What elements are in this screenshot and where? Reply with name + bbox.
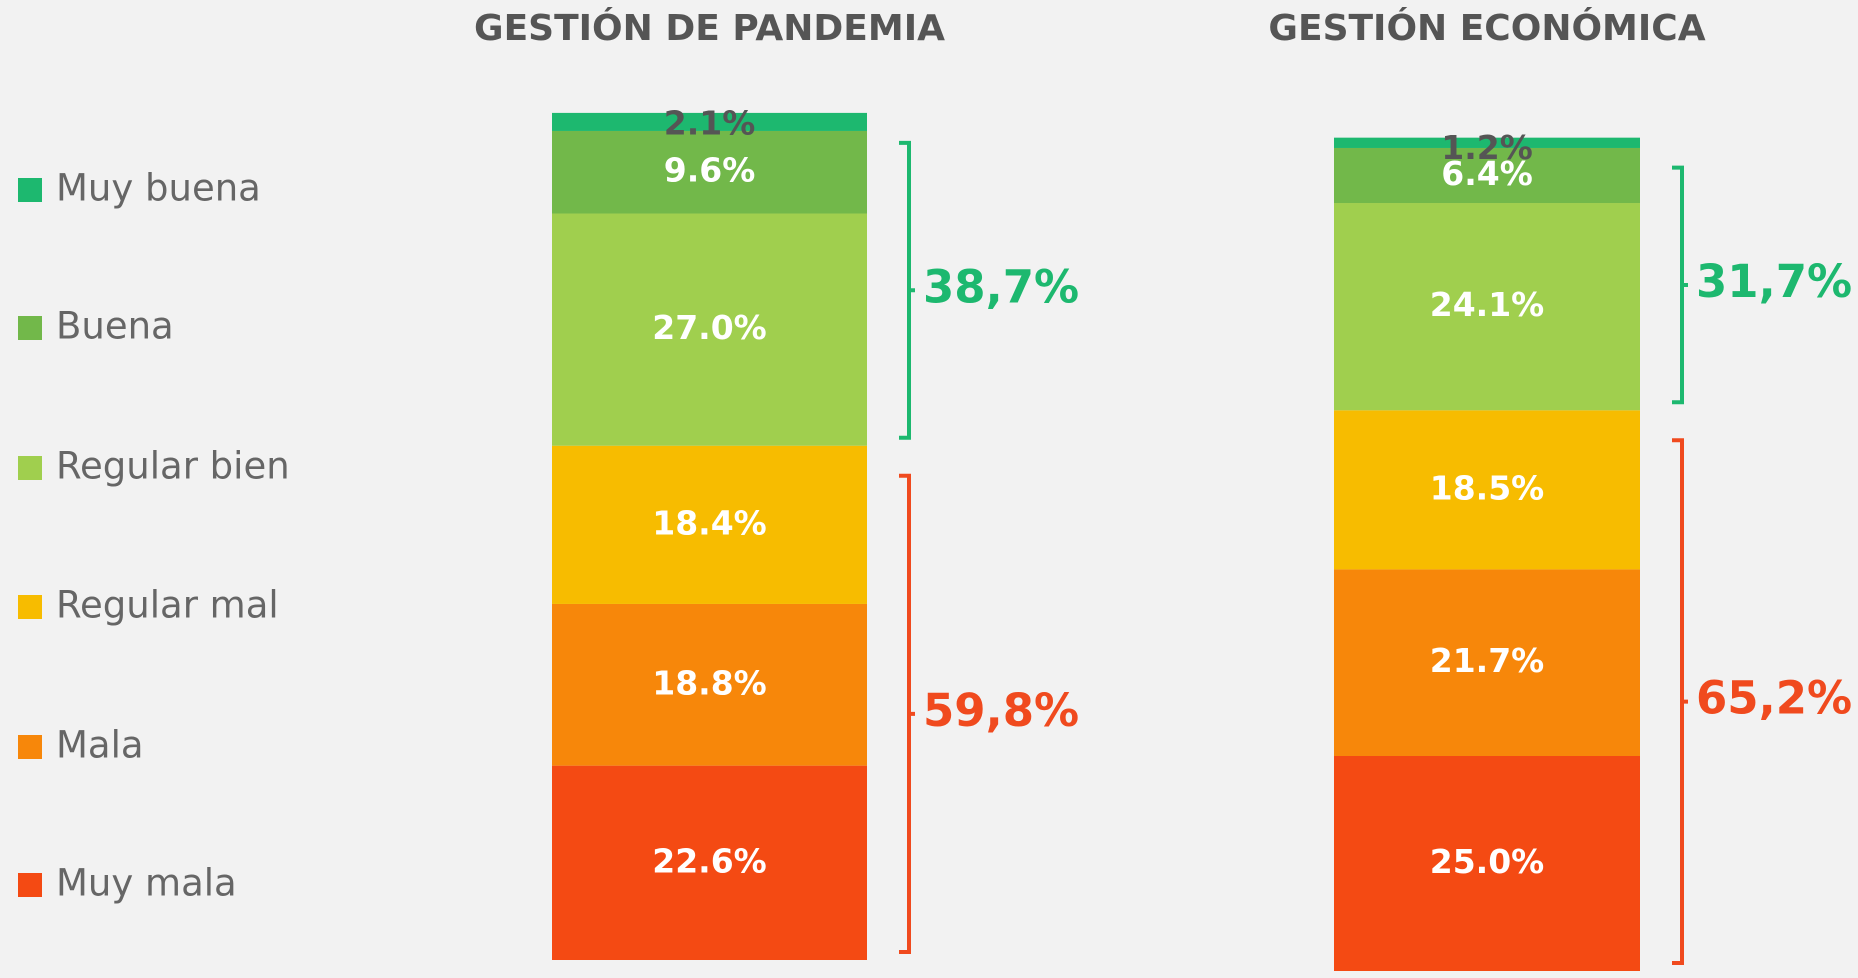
bar-segment (1334, 410, 1640, 570)
legend-label: Regular mal (56, 584, 279, 627)
bar-segment (552, 445, 867, 604)
bar-segment (1334, 756, 1640, 971)
value-label: 9.6% (664, 151, 756, 190)
legend-swatch (18, 735, 42, 759)
bracket (899, 473, 915, 954)
bar-segment (552, 603, 867, 766)
value-label: 2.1% (664, 103, 756, 142)
value-label: 21.7% (1430, 641, 1545, 680)
legend-swatch (18, 595, 42, 619)
annotation: 31,7% (1696, 255, 1852, 308)
legend-label: Mala (56, 724, 144, 767)
bracket (1672, 438, 1688, 965)
value-label: 18.8% (652, 663, 767, 702)
annotation: 59,8% (923, 684, 1079, 737)
bar-segment (1334, 147, 1640, 204)
legend-label: Muy mala (56, 862, 237, 905)
value-label: 1.2% (1441, 128, 1533, 167)
column-title: GESTIÓN ECONÓMICA (1268, 7, 1705, 49)
bracket (899, 140, 915, 440)
bar-segment (1334, 137, 1640, 148)
bar-segment (1334, 203, 1640, 411)
value-label: 18.4% (652, 503, 767, 542)
bar-segment (552, 765, 867, 960)
legend-label: Regular bien (56, 445, 290, 488)
value-label: 22.6% (652, 841, 767, 880)
annotation: 65,2% (1696, 672, 1852, 725)
value-label: 25.0% (1430, 842, 1545, 881)
bracket (1672, 165, 1688, 405)
bar-segment (552, 130, 867, 214)
legend-swatch (18, 178, 42, 202)
bar-segment (552, 213, 867, 446)
bar-segment (1334, 569, 1640, 756)
legend-label: Muy buena (56, 167, 261, 210)
value-label: 6.4% (1441, 154, 1533, 193)
annotation: 38,7% (923, 260, 1079, 313)
legend-swatch (18, 873, 42, 897)
value-label: 27.0% (652, 308, 767, 347)
bar-segment (552, 112, 867, 131)
legend-swatch (18, 316, 42, 340)
value-label: 18.5% (1430, 468, 1545, 507)
value-label: 24.1% (1430, 285, 1545, 324)
legend-label: Buena (56, 305, 174, 348)
legend-swatch (18, 456, 42, 480)
column-title: GESTIÓN DE PANDEMIA (474, 7, 945, 49)
